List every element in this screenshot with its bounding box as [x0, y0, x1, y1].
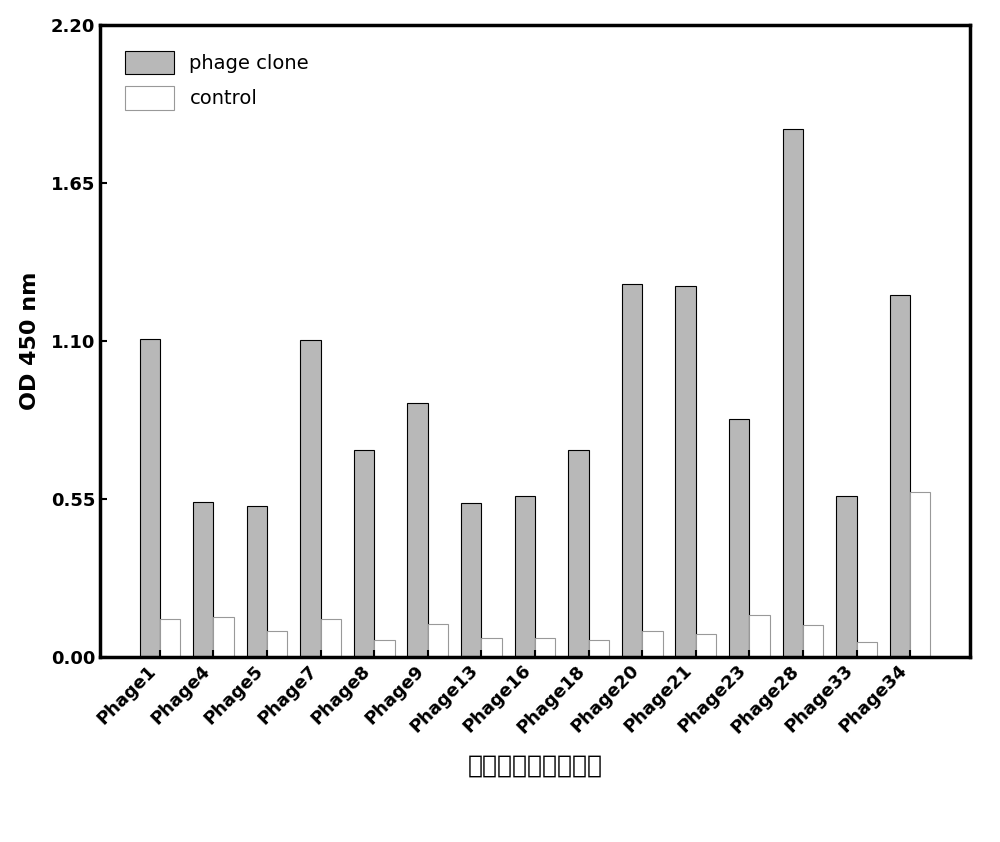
Legend: phage clone, control: phage clone, control [110, 35, 325, 125]
X-axis label: 噬菌体展示纳米抗体: 噬菌体展示纳米抗体 [468, 754, 602, 777]
Bar [910, 492, 930, 657]
Bar [836, 496, 857, 657]
Bar [729, 418, 749, 657]
Bar [247, 506, 267, 657]
Bar [568, 450, 589, 657]
Bar [407, 402, 428, 657]
Bar [193, 502, 213, 657]
Bar [140, 338, 160, 657]
Bar [890, 295, 910, 657]
Bar [857, 642, 877, 657]
Bar [642, 631, 663, 657]
Bar [622, 284, 642, 657]
Y-axis label: OD 450 nm: OD 450 nm [20, 272, 40, 410]
Bar [783, 129, 803, 657]
Bar [374, 640, 395, 657]
Bar [803, 625, 823, 657]
Bar [481, 638, 502, 657]
Bar [675, 286, 696, 657]
Bar [461, 504, 481, 657]
Bar [160, 620, 180, 657]
Bar [749, 616, 770, 657]
Bar [300, 340, 321, 657]
Bar [267, 631, 287, 657]
Bar [321, 620, 341, 657]
Bar [589, 640, 609, 657]
Bar [515, 496, 535, 657]
Bar [428, 624, 448, 657]
Bar [354, 450, 374, 657]
Bar [535, 638, 555, 657]
Bar [696, 634, 716, 657]
Bar [213, 616, 234, 657]
